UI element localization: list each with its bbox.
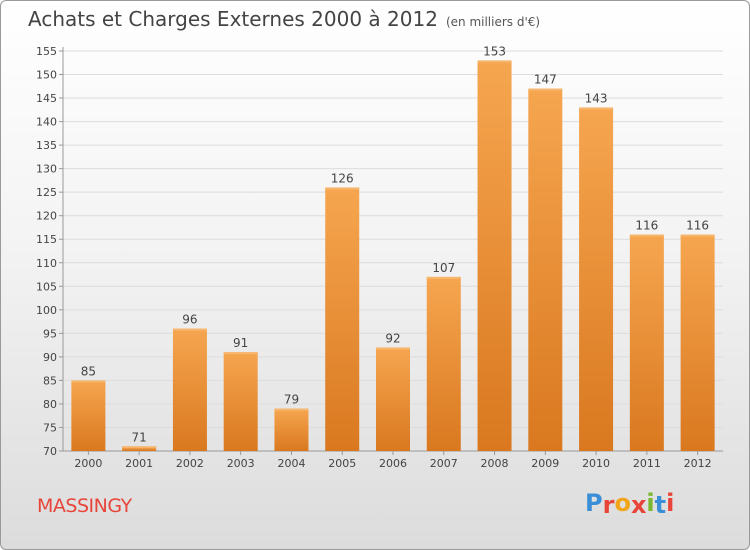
y-tick-label: 140 bbox=[36, 116, 57, 129]
chart-title-text: Achats et Charges Externes 2000 à 2012 bbox=[28, 7, 438, 31]
y-tick-label: 75 bbox=[43, 421, 57, 434]
logo-letter: o bbox=[614, 489, 631, 517]
bar-top-edge bbox=[579, 107, 614, 110]
y-tick-label: 125 bbox=[36, 186, 57, 199]
bar-top-edge bbox=[122, 446, 157, 449]
y-tick-label: 105 bbox=[36, 280, 57, 293]
data-label: 71 bbox=[132, 430, 147, 444]
x-tick-label: 2005 bbox=[328, 457, 356, 470]
data-label: 116 bbox=[635, 219, 658, 233]
y-tick-label: 135 bbox=[36, 139, 57, 152]
data-label: 96 bbox=[182, 313, 197, 327]
x-tick-label: 2006 bbox=[379, 457, 407, 470]
bar-top-edge bbox=[172, 328, 207, 331]
bar-top-edge bbox=[680, 234, 715, 237]
bars bbox=[71, 60, 715, 452]
data-label: 91 bbox=[233, 336, 248, 350]
bar-2011 bbox=[629, 234, 664, 451]
bar-top-edge bbox=[528, 88, 563, 91]
bar-top-edge bbox=[629, 234, 664, 237]
bar-2009 bbox=[528, 88, 563, 451]
y-tick-label: 130 bbox=[36, 163, 57, 176]
bar-2005 bbox=[325, 187, 360, 451]
y-tick-label: 85 bbox=[43, 374, 57, 387]
data-label: 79 bbox=[284, 393, 299, 407]
bar-top-edge bbox=[426, 276, 461, 279]
bar-2001 bbox=[122, 446, 157, 451]
bar-2003 bbox=[223, 352, 258, 451]
data-label: 107 bbox=[432, 261, 455, 275]
x-tick-label: 2000 bbox=[74, 457, 102, 470]
data-label: 126 bbox=[331, 171, 354, 185]
proxiti-logo: Proxiti bbox=[585, 489, 675, 519]
bar-top-edge bbox=[376, 347, 410, 350]
data-label: 147 bbox=[534, 73, 557, 87]
labels: 85 2000 71 2001 96 2002 91 2003 79 2004 126 2005 92 2… bbox=[74, 44, 711, 470]
x-tick-label: 2010 bbox=[582, 457, 610, 470]
bar-top-edge bbox=[274, 408, 309, 411]
data-label: 143 bbox=[585, 91, 608, 105]
bar-2012 bbox=[680, 234, 715, 451]
y-tick-label: 100 bbox=[36, 304, 57, 317]
y-tick-label: 70 bbox=[43, 445, 57, 458]
bar-top-edge bbox=[325, 187, 360, 190]
y-tick-label: 145 bbox=[36, 92, 57, 105]
chart-unit: (en milliers d'€) bbox=[445, 15, 541, 29]
bar-2000 bbox=[71, 380, 106, 451]
bar-top-edge bbox=[223, 352, 258, 355]
logo-letter: P bbox=[585, 489, 603, 517]
x-tick-label: 2012 bbox=[684, 457, 712, 470]
x-tick-label: 2011 bbox=[633, 457, 661, 470]
bar-2010 bbox=[579, 107, 614, 452]
y-tick-label: 110 bbox=[36, 257, 57, 270]
commune-name: MASSINGY bbox=[37, 495, 132, 517]
logo-letter: x bbox=[630, 491, 647, 519]
data-label: 153 bbox=[483, 44, 506, 58]
bar-top-edge bbox=[71, 380, 106, 383]
x-tick-label: 2003 bbox=[227, 457, 255, 470]
y-tick-label: 155 bbox=[36, 45, 57, 58]
y-tick-label: 150 bbox=[36, 69, 57, 82]
x-tick-label: 2007 bbox=[430, 457, 458, 470]
bar-top-edge bbox=[477, 60, 512, 63]
y-tick-label: 95 bbox=[43, 327, 57, 340]
x-tick-label: 2009 bbox=[531, 457, 559, 470]
logo-letter: t bbox=[654, 491, 667, 519]
data-label: 116 bbox=[686, 219, 709, 233]
y-tick-label: 120 bbox=[36, 210, 57, 223]
x-tick-label: 2002 bbox=[176, 457, 204, 470]
chart-title: Achats et Charges Externes 2000 à 2012 (e… bbox=[28, 7, 540, 31]
logo-letter: i bbox=[666, 489, 675, 517]
x-tick-label: 2004 bbox=[277, 457, 305, 470]
data-label: 85 bbox=[81, 364, 96, 378]
x-tick-label: 2001 bbox=[125, 457, 153, 470]
bar-2006 bbox=[376, 347, 410, 451]
logo-letter: i bbox=[646, 489, 655, 517]
x-tick-label: 2008 bbox=[481, 457, 509, 470]
y-tick-label: 90 bbox=[43, 351, 57, 364]
y-tick-label: 115 bbox=[36, 233, 57, 246]
y-tick-label: 80 bbox=[43, 398, 57, 411]
logo-letter: r bbox=[602, 491, 615, 519]
bar-2008 bbox=[477, 60, 512, 451]
bar-2004 bbox=[274, 408, 309, 451]
bar-2007 bbox=[426, 276, 461, 451]
bar-2002 bbox=[172, 328, 207, 451]
data-label: 92 bbox=[385, 331, 400, 345]
